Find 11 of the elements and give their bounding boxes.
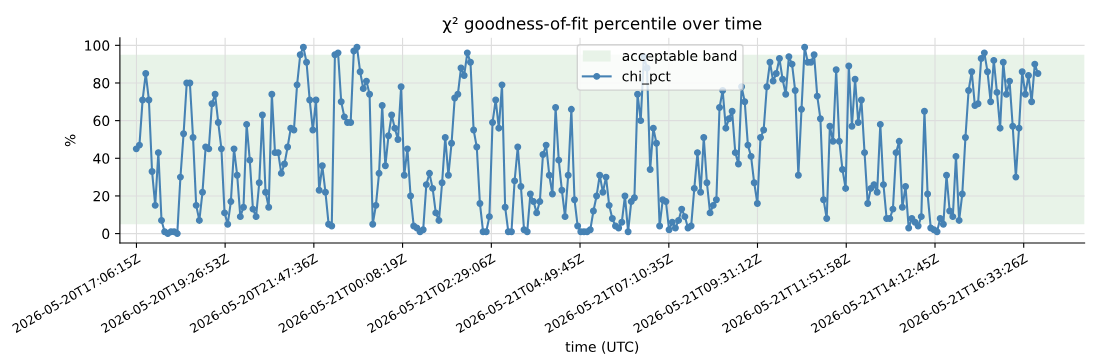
chart-title: χ² goodness-of-fit percentile over time [442,16,762,33]
y-axis-title: % [64,134,76,147]
y-tick-label: 60 [93,115,110,127]
y-tick-label: 20 [93,190,110,202]
y-tick-label: 100 [85,40,110,51]
legend-label: chi_pct [622,70,671,85]
y-tick-label: 0 [102,228,110,240]
y-tick-label: 80 [93,77,110,89]
band-label: acceptable band [622,50,737,64]
y-tick-label: 40 [93,153,110,164]
x-axis-title: time (UTC) [565,341,639,354]
